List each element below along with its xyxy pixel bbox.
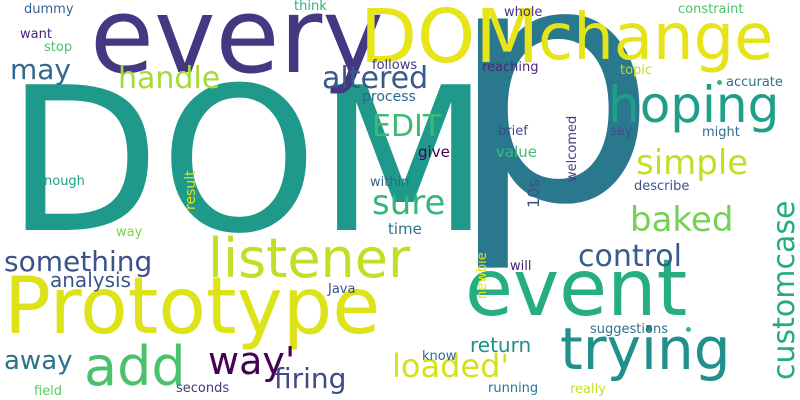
word-add: add	[84, 335, 186, 398]
word-running: running	[488, 381, 539, 396]
word-trying: trying	[560, 315, 731, 383]
word-seconds: seconds	[176, 381, 230, 396]
word-every: every	[90, 0, 384, 97]
word-whole: whole	[504, 5, 543, 20]
word-know: know	[422, 349, 457, 364]
word-newbie: newbie	[475, 252, 490, 299]
word-hoping: hoping	[608, 76, 780, 134]
word-control: control	[578, 239, 682, 274]
word-topic: topic	[620, 63, 653, 78]
word-describe: describe	[634, 179, 690, 194]
word-loaded: loaded'	[392, 347, 510, 385]
word-reaching: reaching	[482, 60, 539, 75]
word-want: want	[20, 27, 52, 42]
word-suggestions: suggestions	[590, 322, 668, 337]
word-edit: EDIT	[372, 109, 442, 144]
word-time: time	[388, 220, 422, 238]
word-way-apos: way'	[208, 339, 296, 383]
word-event: event	[465, 244, 688, 334]
word-within: within	[370, 175, 410, 190]
dot-mark	[717, 80, 722, 85]
word-give: give	[418, 143, 450, 161]
word-sure: sure	[372, 183, 446, 223]
word-dom-top: DOM	[360, 0, 540, 80]
word-something: something	[4, 245, 153, 278]
word-value: value	[496, 143, 537, 161]
word-dom-large: DOM	[6, 45, 490, 278]
word-will: will	[510, 259, 532, 274]
word-accurate: accurate	[726, 75, 783, 90]
word-p: p	[448, 0, 658, 277]
word-constraint: constraint	[678, 2, 744, 17]
word-might: might	[702, 125, 740, 140]
word-enough: enough	[36, 174, 85, 189]
word-really: really	[570, 382, 606, 397]
word-result: result	[183, 170, 199, 210]
word-java: Java	[328, 282, 356, 297]
word-welcomed: welcomed	[565, 115, 580, 182]
word-prototype: Prototype	[4, 262, 381, 352]
dot-mark	[686, 327, 691, 332]
word-baked: baked	[630, 200, 734, 240]
word-10s: 10s	[524, 179, 543, 208]
word-handle: handle	[118, 61, 221, 96]
word-firing: firing	[274, 362, 347, 395]
word-return: return	[470, 333, 532, 357]
word-analysis: analysis	[50, 268, 131, 292]
word-think: think	[294, 0, 327, 14]
word-away: away	[4, 346, 73, 376]
word-change: change	[538, 1, 774, 75]
word-process: process	[362, 89, 416, 105]
word-dummy: dummy	[24, 2, 74, 17]
word-customcase: customcase	[767, 200, 800, 380]
word-follows: follows	[372, 58, 418, 73]
word-field: field	[34, 384, 63, 399]
word-simple: simple	[636, 143, 749, 183]
word-stop: stop	[44, 40, 73, 55]
word-listener: listener	[208, 227, 411, 290]
word-way: way	[116, 225, 143, 240]
word-altered: altered	[322, 61, 429, 96]
word-brief: brief	[498, 124, 528, 139]
word-say: say	[610, 124, 633, 139]
word-may: may	[10, 53, 72, 86]
